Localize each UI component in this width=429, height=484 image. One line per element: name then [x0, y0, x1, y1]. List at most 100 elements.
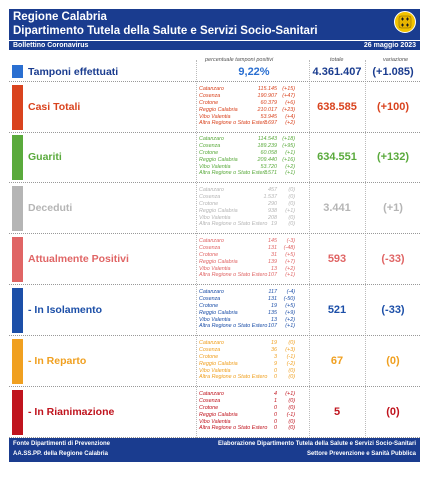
province-row: Altra Regione o Stato Estero 107 (+1)	[199, 323, 309, 330]
section-variation: (0)	[386, 355, 400, 367]
page-title: Regione Calabria	[13, 11, 107, 23]
province-count: 0	[274, 425, 277, 432]
province-name: Cosenza	[199, 92, 221, 99]
province-count: 13	[271, 265, 277, 272]
province-name: Crotone	[199, 99, 219, 106]
province-name: Vibo Valentia	[199, 418, 231, 425]
province-delta: (0)	[288, 340, 295, 346]
section-separator	[9, 233, 420, 234]
province-delta: (+16)	[282, 156, 295, 163]
province-count: 60.379	[260, 99, 278, 106]
province-row: Catanzaro 115.145 (+15)	[199, 86, 309, 93]
region-crest-icon	[394, 11, 416, 33]
province-delta: (-2)	[286, 360, 295, 367]
province-name: Altra Regione o Stato Estero	[199, 374, 268, 381]
province-delta: (+95)	[282, 142, 295, 149]
province-name: Catanzaro	[199, 391, 224, 397]
section-variation: (0)	[386, 406, 400, 418]
bulletin-label: Bollettino Coronavirus	[13, 42, 89, 49]
section-total: 5	[333, 406, 341, 418]
section-color-stripe	[12, 85, 23, 130]
section-label: Casi Totali	[28, 101, 81, 113]
province-delta: (+1)	[285, 149, 295, 156]
province-delta: (+7)	[285, 258, 295, 265]
province-name: Catanzaro	[199, 238, 224, 244]
province-row: Altra Regione o Stato Estero 7.571 (+1)	[199, 170, 309, 177]
section-variation: (+1)	[383, 202, 403, 214]
province-delta: (+5)	[285, 251, 295, 258]
province-row: Crotone 290 (0)	[199, 201, 309, 208]
province-count: 0	[274, 367, 277, 374]
province-row: Vibo Valentia 53.945 (+4)	[199, 114, 309, 121]
province-name: Altra Regione o Stato Estero	[199, 425, 268, 432]
province-row: Altra Regione o Stato Estero 0 (0)	[199, 425, 309, 432]
province-count: 117	[268, 289, 277, 295]
province-row: Catanzaro 114.543 (+18)	[199, 136, 309, 143]
province-name: Vibo Valentia	[199, 113, 231, 120]
province-name: Reggio Calabria	[199, 156, 238, 163]
province-name: Altra Regione o Stato Estero	[199, 120, 268, 127]
province-breakdown: Catanzaro 115.145 (+15) Cosenza 190.907 (+47)…	[199, 86, 309, 127]
tamponi-total: 4.361.407	[312, 66, 362, 78]
province-delta: (-4)	[286, 289, 295, 295]
province-count: 114.543	[257, 136, 277, 142]
section-separator	[9, 437, 420, 438]
province-row: Reggio Calabria 135 (+9)	[199, 310, 309, 317]
province-name: Catanzaro	[199, 340, 224, 346]
province-name: Catanzaro	[199, 289, 224, 295]
province-name: Reggio Calabria	[199, 411, 238, 418]
section-label: Deceduti	[28, 202, 73, 214]
province-name: Crotone	[199, 200, 219, 207]
province-delta: (-48)	[283, 244, 295, 251]
province-delta: (0)	[288, 193, 295, 200]
col-header-percent: percentuale tamponi positivi	[205, 57, 274, 63]
province-row: Altra Regione o Stato Estero 7.697 (+2)	[199, 120, 309, 127]
province-count: 189.239	[257, 142, 278, 149]
province-row: Reggio Calabria 209.440 (+16)	[199, 157, 309, 164]
section-separator	[9, 81, 420, 82]
province-delta: (+47)	[282, 92, 295, 99]
col-header-variation: variazione	[383, 57, 409, 63]
section-variation: (-33)	[381, 304, 405, 316]
tamponi-color-stripe	[12, 65, 23, 78]
province-row: Reggio Calabria 210.017 (+23)	[199, 107, 309, 114]
province-breakdown: Catanzaro 145 (-3) Cosenza 131 (-48) Crotone 31…	[199, 238, 309, 279]
province-delta: (+9)	[285, 309, 295, 316]
section-color-stripe	[12, 339, 23, 384]
province-count: 19	[271, 340, 277, 346]
province-row: Vibo Valentia 0 (0)	[199, 368, 309, 375]
province-count: 53.720	[260, 163, 278, 170]
province-count: 145	[268, 238, 277, 244]
province-delta: (+18)	[282, 136, 295, 142]
province-count: 0	[274, 411, 277, 418]
province-delta: (+15)	[282, 86, 295, 92]
province-row: Catanzaro 19 (0)	[199, 340, 309, 347]
province-delta: (0)	[288, 200, 295, 207]
province-name: Vibo Valentia	[199, 163, 231, 170]
province-name: Crotone	[199, 149, 219, 156]
section-color-stripe	[12, 390, 23, 435]
province-name: Cosenza	[199, 193, 221, 200]
province-name: Vibo Valentia	[199, 265, 231, 272]
province-delta: (-3)	[286, 238, 295, 244]
province-row: Vibo Valentia 53.720 (+2)	[199, 164, 309, 171]
col-header-totals: totale	[330, 57, 344, 63]
section-total: 634.551	[317, 151, 357, 163]
province-row: Crotone 19 (+5)	[199, 303, 309, 310]
province-delta: (+5)	[285, 302, 295, 309]
section-separator	[9, 386, 420, 387]
province-delta: (+1)	[285, 207, 295, 214]
province-name: Reggio Calabria	[199, 258, 238, 265]
province-row: Cosenza 131 (-50)	[199, 296, 309, 303]
province-name: Crotone	[199, 353, 219, 360]
province-name: Vibo Valentia	[199, 316, 231, 323]
province-count: 0	[274, 374, 277, 381]
province-count: 13	[271, 316, 277, 323]
province-row: Catanzaro 117 (-4)	[199, 289, 309, 296]
page-subtitle: Dipartimento Tutela della Salute e Servi…	[13, 25, 318, 37]
province-delta: (+2)	[285, 120, 295, 127]
province-count: 938	[268, 207, 277, 214]
province-name: Reggio Calabria	[199, 207, 238, 214]
province-breakdown: Catanzaro 114.543 (+18) Cosenza 189.239 (+95)…	[199, 136, 309, 177]
province-count: 457	[268, 187, 277, 193]
